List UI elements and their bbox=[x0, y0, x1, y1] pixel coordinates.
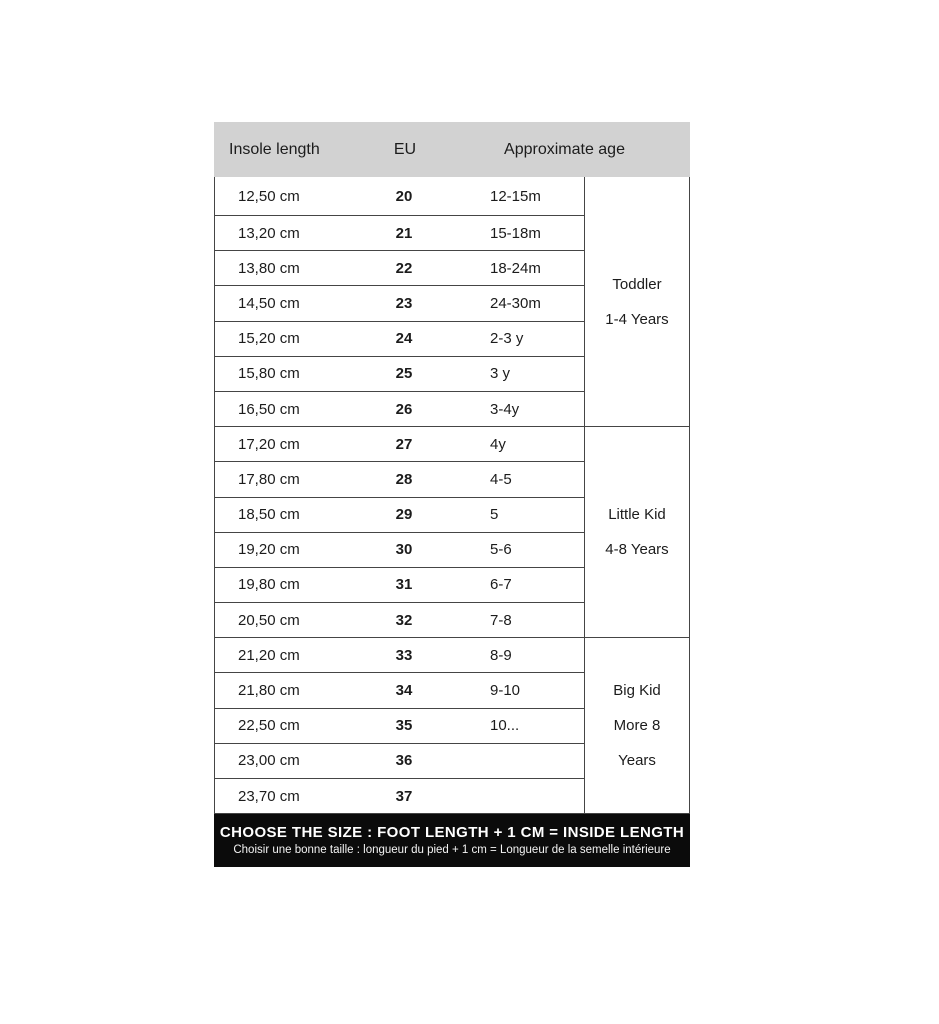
cell-insole-length-row-5: 15,20 cm bbox=[215, 322, 370, 357]
cell-approximate-age-row-4: 24-30m bbox=[438, 286, 584, 322]
age-group-label: Little Kid bbox=[608, 506, 666, 524]
cell-eu-size-row-15: 34 bbox=[370, 673, 438, 709]
cell-eu-size-row-3: 22 bbox=[370, 251, 438, 287]
cell-insole-length-row-10: 18,50 cm bbox=[215, 498, 370, 533]
cell-eu-size-row-14: 33 bbox=[370, 638, 438, 674]
cell-eu-size-row-8: 27 bbox=[370, 427, 438, 463]
cell-approximate-age-row-3: 18-24m bbox=[438, 251, 584, 287]
table-footer-note: CHOOSE THE SIZE : FOOT LENGTH + 1 CM = I… bbox=[214, 814, 690, 868]
cell-eu-size-row-17: 36 bbox=[370, 744, 438, 779]
cell-insole-length-row-18: 23,70 cm bbox=[215, 779, 370, 815]
column-header-approximate-age: Approximate age bbox=[504, 140, 625, 158]
cell-insole-length-row-16: 22,50 cm bbox=[215, 709, 370, 744]
cell-eu-size-row-6: 25 bbox=[370, 357, 438, 392]
cell-insole-length-row-14: 21,20 cm bbox=[215, 638, 370, 674]
footer-note-english: CHOOSE THE SIZE : FOOT LENGTH + 1 CM = I… bbox=[219, 824, 685, 842]
cell-insole-length-row-12: 19,80 cm bbox=[215, 568, 370, 604]
cell-eu-size-row-12: 31 bbox=[370, 568, 438, 604]
cell-eu-size-row-1: 20 bbox=[370, 177, 438, 216]
cell-approximate-age-row-9: 4-5 bbox=[438, 462, 584, 498]
cell-insole-length-row-8: 17,20 cm bbox=[215, 427, 370, 463]
column-header-eu: EU bbox=[393, 140, 417, 158]
age-group-big-kid: Big Kid More 8 Years bbox=[584, 638, 689, 815]
cell-eu-size-row-7: 26 bbox=[370, 392, 438, 428]
cell-eu-size-row-10: 29 bbox=[370, 498, 438, 533]
age-group-label: More 8 bbox=[613, 717, 661, 735]
cell-insole-length-row-4: 14,50 cm bbox=[215, 286, 370, 322]
footer-note-french: Choisir une bonne taille : longueur du p… bbox=[233, 844, 671, 857]
cell-insole-length-row-6: 15,80 cm bbox=[215, 357, 370, 392]
cell-eu-size-row-5: 24 bbox=[370, 322, 438, 357]
cell-approximate-age-row-1: 12-15m bbox=[438, 177, 584, 216]
age-group-label: 4-8 Years bbox=[605, 541, 669, 559]
cell-approximate-age-row-11: 5-6 bbox=[438, 533, 584, 568]
cell-insole-length-row-15: 21,80 cm bbox=[215, 673, 370, 709]
cell-approximate-age-row-16: 10... bbox=[438, 709, 584, 744]
age-group-label: Big Kid bbox=[613, 682, 661, 700]
shoe-size-chart: Insole length EU Approximate age 12,50 c… bbox=[214, 122, 690, 868]
cell-eu-size-row-2: 21 bbox=[370, 216, 438, 252]
cell-eu-size-row-11: 30 bbox=[370, 533, 438, 568]
table-header: Insole length EU Approximate age bbox=[214, 122, 690, 177]
cell-approximate-age-row-7: 3-4y bbox=[438, 392, 584, 428]
cell-insole-length-row-11: 19,20 cm bbox=[215, 533, 370, 568]
cell-approximate-age-row-17 bbox=[438, 744, 584, 779]
age-group-label: Toddler bbox=[612, 275, 662, 293]
cell-eu-size-row-18: 37 bbox=[370, 779, 438, 815]
cell-approximate-age-row-8: 4y bbox=[438, 427, 584, 463]
cell-eu-size-row-16: 35 bbox=[370, 709, 438, 744]
age-group-toddler: Toddler 1-4 Years bbox=[584, 177, 689, 428]
cell-insole-length-row-17: 23,00 cm bbox=[215, 744, 370, 779]
cell-insole-length-row-1: 12,50 cm bbox=[215, 177, 370, 216]
cell-insole-length-row-7: 16,50 cm bbox=[215, 392, 370, 428]
cell-eu-size-row-9: 28 bbox=[370, 462, 438, 498]
cell-insole-length-row-13: 20,50 cm bbox=[215, 603, 370, 639]
cell-approximate-age-row-15: 9-10 bbox=[438, 673, 584, 709]
cell-insole-length-row-2: 13,20 cm bbox=[215, 216, 370, 252]
cell-approximate-age-row-13: 7-8 bbox=[438, 603, 584, 639]
cell-approximate-age-row-5: 2-3 y bbox=[438, 322, 584, 357]
age-group-label: 1-4 Years bbox=[605, 310, 669, 328]
cell-approximate-age-row-2: 15-18m bbox=[438, 216, 584, 252]
cell-approximate-age-row-10: 5 bbox=[438, 498, 584, 533]
cell-approximate-age-row-18 bbox=[438, 779, 584, 815]
cell-insole-length-row-3: 13,80 cm bbox=[215, 251, 370, 287]
age-group-label: Years bbox=[618, 752, 656, 770]
age-group-little-kid: Little Kid 4-8 Years bbox=[584, 427, 689, 639]
column-header-insole-length: Insole length bbox=[229, 140, 320, 158]
cell-eu-size-row-4: 23 bbox=[370, 286, 438, 322]
cell-approximate-age-row-12: 6-7 bbox=[438, 568, 584, 604]
table-body: 12,50 cm 20 12-15m 13,20 cm 21 15-18m 13,80 cm… bbox=[214, 177, 690, 815]
cell-approximate-age-row-6: 3 y bbox=[438, 357, 584, 392]
cell-eu-size-row-13: 32 bbox=[370, 603, 438, 639]
cell-approximate-age-row-14: 8-9 bbox=[438, 638, 584, 674]
cell-insole-length-row-9: 17,80 cm bbox=[215, 462, 370, 498]
